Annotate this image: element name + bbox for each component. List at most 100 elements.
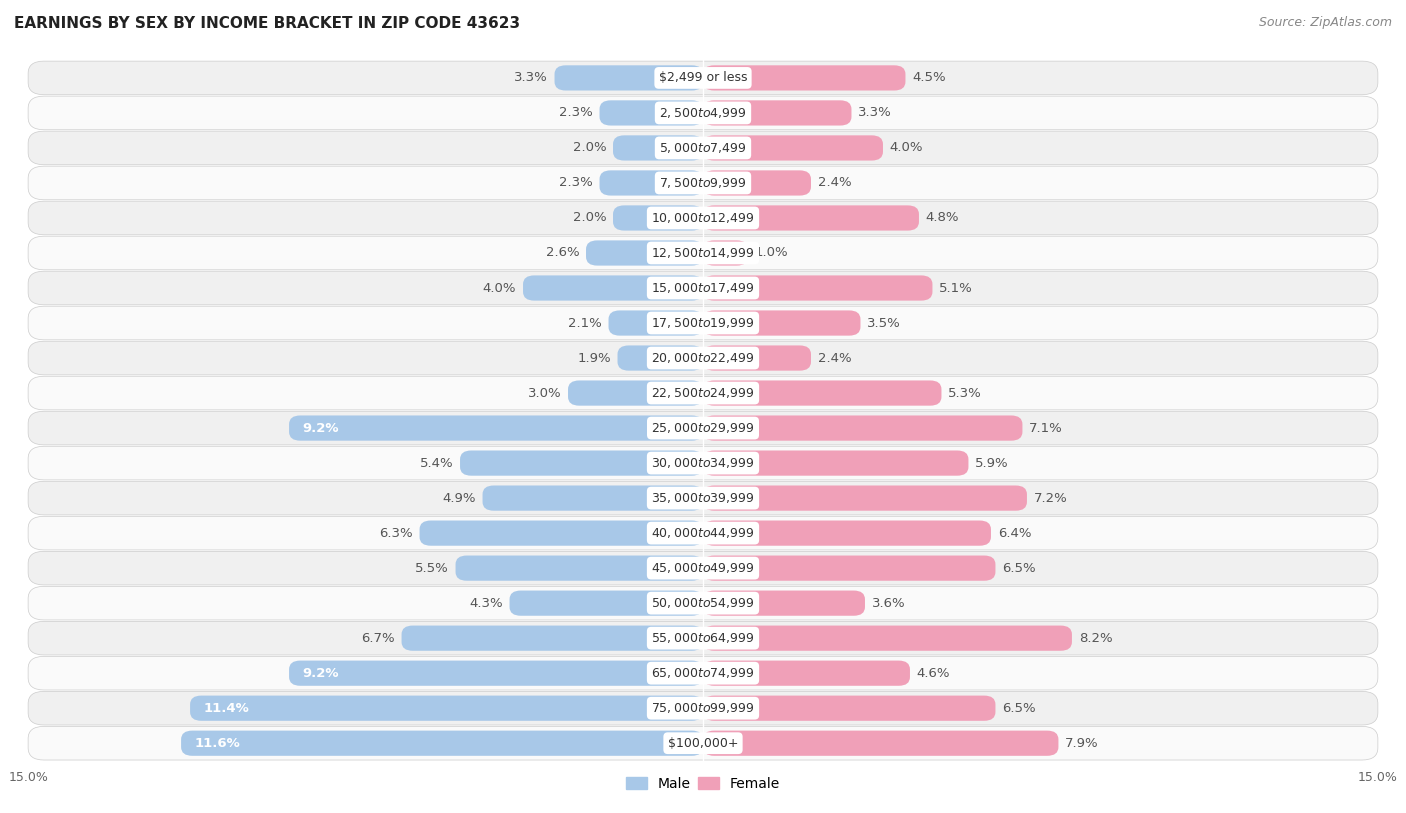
FancyBboxPatch shape [28, 481, 1378, 515]
Text: $100,000+: $100,000+ [668, 737, 738, 750]
Text: 7.9%: 7.9% [1066, 737, 1099, 750]
FancyBboxPatch shape [419, 520, 703, 546]
Text: 5.1%: 5.1% [939, 281, 973, 294]
Text: 4.5%: 4.5% [912, 72, 946, 85]
Text: $40,000 to $44,999: $40,000 to $44,999 [651, 526, 755, 540]
Text: 1.9%: 1.9% [576, 351, 610, 364]
Text: 9.2%: 9.2% [302, 667, 339, 680]
Text: $2,500 to $4,999: $2,500 to $4,999 [659, 106, 747, 120]
FancyBboxPatch shape [460, 450, 703, 476]
FancyBboxPatch shape [703, 346, 811, 371]
FancyBboxPatch shape [703, 276, 932, 301]
FancyBboxPatch shape [703, 100, 852, 125]
FancyBboxPatch shape [568, 380, 703, 406]
FancyBboxPatch shape [28, 551, 1378, 585]
FancyBboxPatch shape [703, 206, 920, 231]
Text: $5,000 to $7,499: $5,000 to $7,499 [659, 141, 747, 155]
Legend: Male, Female: Male, Female [620, 771, 786, 796]
FancyBboxPatch shape [290, 415, 703, 441]
Text: 5.9%: 5.9% [976, 457, 1010, 470]
FancyBboxPatch shape [28, 726, 1378, 760]
Text: Source: ZipAtlas.com: Source: ZipAtlas.com [1258, 16, 1392, 29]
FancyBboxPatch shape [703, 135, 883, 160]
FancyBboxPatch shape [28, 376, 1378, 410]
FancyBboxPatch shape [703, 696, 995, 721]
Text: 4.0%: 4.0% [482, 281, 516, 294]
Text: 4.8%: 4.8% [925, 211, 959, 224]
FancyBboxPatch shape [703, 555, 995, 580]
FancyBboxPatch shape [28, 411, 1378, 445]
FancyBboxPatch shape [703, 311, 860, 336]
FancyBboxPatch shape [28, 656, 1378, 690]
Text: 2.1%: 2.1% [568, 316, 602, 329]
Text: 5.4%: 5.4% [419, 457, 453, 470]
FancyBboxPatch shape [703, 625, 1071, 650]
Text: 5.3%: 5.3% [948, 386, 981, 399]
FancyBboxPatch shape [703, 171, 811, 196]
Text: $65,000 to $74,999: $65,000 to $74,999 [651, 666, 755, 680]
Text: $7,500 to $9,999: $7,500 to $9,999 [659, 176, 747, 190]
FancyBboxPatch shape [703, 590, 865, 615]
Text: 2.6%: 2.6% [546, 246, 579, 259]
Text: 6.4%: 6.4% [998, 527, 1031, 540]
FancyBboxPatch shape [599, 171, 703, 196]
Text: 7.2%: 7.2% [1033, 492, 1067, 505]
Text: $50,000 to $54,999: $50,000 to $54,999 [651, 596, 755, 610]
Text: 6.5%: 6.5% [1002, 702, 1036, 715]
FancyBboxPatch shape [482, 485, 703, 511]
FancyBboxPatch shape [703, 520, 991, 546]
Text: 2.3%: 2.3% [560, 176, 593, 189]
Text: $20,000 to $22,499: $20,000 to $22,499 [651, 351, 755, 365]
Text: 11.4%: 11.4% [204, 702, 249, 715]
Text: 4.6%: 4.6% [917, 667, 950, 680]
FancyBboxPatch shape [28, 166, 1378, 200]
FancyBboxPatch shape [28, 516, 1378, 550]
Text: 1.0%: 1.0% [755, 246, 789, 259]
Text: $10,000 to $12,499: $10,000 to $12,499 [651, 211, 755, 225]
FancyBboxPatch shape [703, 380, 942, 406]
Text: $45,000 to $49,999: $45,000 to $49,999 [651, 561, 755, 575]
FancyBboxPatch shape [523, 276, 703, 301]
Text: 3.5%: 3.5% [868, 316, 901, 329]
FancyBboxPatch shape [703, 415, 1022, 441]
Text: $2,499 or less: $2,499 or less [659, 72, 747, 85]
FancyBboxPatch shape [703, 450, 969, 476]
Text: 3.0%: 3.0% [527, 386, 561, 399]
FancyBboxPatch shape [586, 241, 703, 266]
FancyBboxPatch shape [599, 100, 703, 125]
Text: 6.7%: 6.7% [361, 632, 395, 645]
FancyBboxPatch shape [609, 311, 703, 336]
FancyBboxPatch shape [703, 661, 910, 686]
FancyBboxPatch shape [703, 731, 1059, 756]
FancyBboxPatch shape [402, 625, 703, 650]
Text: $25,000 to $29,999: $25,000 to $29,999 [651, 421, 755, 435]
Text: 6.3%: 6.3% [380, 527, 413, 540]
FancyBboxPatch shape [28, 61, 1378, 95]
FancyBboxPatch shape [290, 661, 703, 686]
FancyBboxPatch shape [28, 446, 1378, 480]
FancyBboxPatch shape [703, 241, 748, 266]
Text: 8.2%: 8.2% [1078, 632, 1112, 645]
Text: 9.2%: 9.2% [302, 422, 339, 435]
Text: 4.3%: 4.3% [470, 597, 503, 610]
Text: 2.4%: 2.4% [818, 176, 852, 189]
Text: 11.6%: 11.6% [194, 737, 240, 750]
Text: $12,500 to $14,999: $12,500 to $14,999 [651, 246, 755, 260]
FancyBboxPatch shape [613, 206, 703, 231]
Text: 3.6%: 3.6% [872, 597, 905, 610]
FancyBboxPatch shape [28, 307, 1378, 340]
FancyBboxPatch shape [703, 485, 1026, 511]
Text: $30,000 to $34,999: $30,000 to $34,999 [651, 456, 755, 470]
Text: $15,000 to $17,499: $15,000 to $17,499 [651, 281, 755, 295]
Text: $55,000 to $64,999: $55,000 to $64,999 [651, 631, 755, 646]
Text: 2.0%: 2.0% [572, 211, 606, 224]
FancyBboxPatch shape [28, 272, 1378, 305]
Text: $75,000 to $99,999: $75,000 to $99,999 [651, 701, 755, 715]
FancyBboxPatch shape [28, 586, 1378, 620]
Text: $22,500 to $24,999: $22,500 to $24,999 [651, 386, 755, 400]
Text: 2.4%: 2.4% [818, 351, 852, 364]
FancyBboxPatch shape [509, 590, 703, 615]
Text: 4.9%: 4.9% [443, 492, 475, 505]
Text: $35,000 to $39,999: $35,000 to $39,999 [651, 491, 755, 505]
FancyBboxPatch shape [181, 731, 703, 756]
